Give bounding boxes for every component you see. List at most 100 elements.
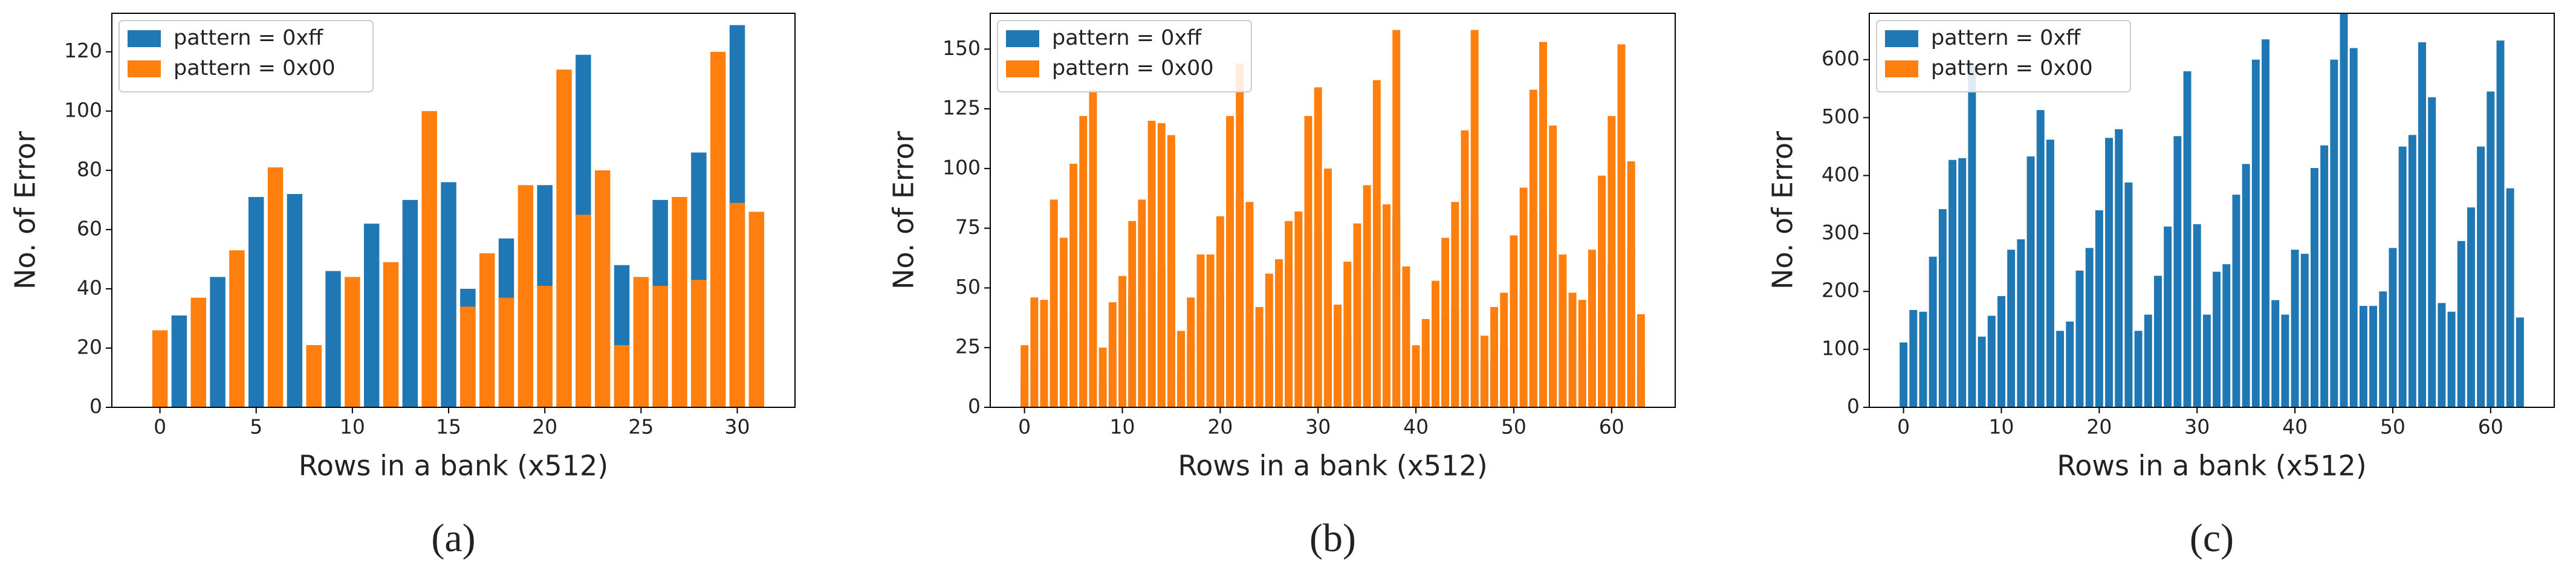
bar <box>2438 303 2446 407</box>
bar <box>2193 224 2201 407</box>
y-tick-label: 0 <box>968 395 981 418</box>
bar <box>652 286 668 407</box>
x-tick-label: 30 <box>725 415 750 439</box>
bar <box>306 345 322 407</box>
bar <box>1617 44 1626 408</box>
bar <box>1138 199 1146 407</box>
bar <box>1245 202 1254 407</box>
bar <box>1098 347 1107 407</box>
bar <box>171 315 187 407</box>
bar <box>1392 30 1401 408</box>
y-tick-label: 25 <box>955 335 981 358</box>
bar <box>556 69 572 407</box>
legend-swatch <box>1006 60 1039 77</box>
bar <box>1451 202 1459 407</box>
bar <box>1431 280 1439 407</box>
bar <box>1059 238 1068 407</box>
bar <box>2320 145 2329 408</box>
bar <box>1383 204 1390 407</box>
bar <box>2115 129 2123 407</box>
bar <box>1187 297 1195 407</box>
bar <box>1900 342 1908 407</box>
bar <box>1549 125 1557 408</box>
bar <box>2007 250 2016 407</box>
bar <box>1206 254 1215 407</box>
bar <box>2222 264 2231 407</box>
bar <box>2271 300 2280 407</box>
bar <box>748 212 765 407</box>
bar <box>1226 115 1234 407</box>
x-tick-label: 5 <box>250 415 262 439</box>
bar <box>1909 309 1918 407</box>
bar <box>2075 270 2084 407</box>
bar <box>2154 276 2162 407</box>
legend-frame <box>1876 20 2131 92</box>
bar <box>1304 115 1312 407</box>
y-axis-label: No. of Error <box>887 131 920 289</box>
bar <box>1265 273 1273 407</box>
bar <box>479 253 495 407</box>
bar <box>1421 318 1430 407</box>
bar <box>1196 254 1205 407</box>
bar <box>1968 65 1976 407</box>
bar <box>537 286 553 407</box>
x-tick-label: 0 <box>1018 415 1031 439</box>
y-tick-label: 400 <box>1822 163 1860 186</box>
y-tick-label: 0 <box>89 395 102 418</box>
plot-frame <box>990 13 1676 408</box>
bar <box>2056 331 2065 407</box>
y-tick-label: 125 <box>942 96 981 120</box>
bar <box>1500 292 1508 407</box>
bar <box>2232 195 2240 407</box>
bar <box>2026 156 2035 407</box>
x-axis-label: Rows in a bank (x512) <box>1178 450 1487 482</box>
legend-swatch <box>1885 60 1918 77</box>
bar <box>594 170 611 407</box>
bar <box>1987 315 1996 407</box>
bar <box>1608 115 1616 407</box>
bar <box>1559 254 1567 407</box>
x-tick-label: 40 <box>2282 415 2308 439</box>
x-tick-label: 20 <box>532 415 557 439</box>
bar <box>2516 317 2524 407</box>
bar <box>210 277 225 407</box>
bar <box>2496 40 2505 408</box>
bar <box>1128 221 1137 407</box>
bar <box>2487 91 2495 408</box>
bar <box>2418 42 2426 408</box>
bar <box>1314 87 1322 408</box>
bar <box>402 199 418 407</box>
bar <box>2428 97 2436 407</box>
bar <box>1588 250 1596 407</box>
x-tick-label: 20 <box>2086 415 2112 439</box>
bar <box>345 277 360 407</box>
bar <box>633 277 649 407</box>
bar <box>576 215 591 407</box>
y-tick-label: 100 <box>1822 337 1860 360</box>
bar <box>2134 331 2143 407</box>
bar <box>1919 311 1927 407</box>
bar <box>1157 123 1166 407</box>
bar <box>1255 307 1264 407</box>
y-tick-label: 150 <box>942 36 981 60</box>
bar <box>1216 216 1224 407</box>
bar <box>710 51 726 408</box>
bar <box>1539 42 1547 407</box>
bar <box>498 297 514 407</box>
legend-label: pattern = 0x00 <box>1931 56 2093 80</box>
bar <box>1118 276 1126 407</box>
y-tick-label: 120 <box>64 39 102 62</box>
bar <box>2213 271 2221 407</box>
bar <box>1079 115 1088 407</box>
bar <box>2046 140 2054 407</box>
caption: (a) <box>431 516 475 560</box>
plot-frame <box>111 13 796 408</box>
bar <box>2349 48 2358 407</box>
bar <box>2144 314 2152 407</box>
bar <box>2398 146 2407 407</box>
bar <box>1529 89 1537 407</box>
bar <box>2124 182 2133 407</box>
bar <box>1089 89 1097 407</box>
